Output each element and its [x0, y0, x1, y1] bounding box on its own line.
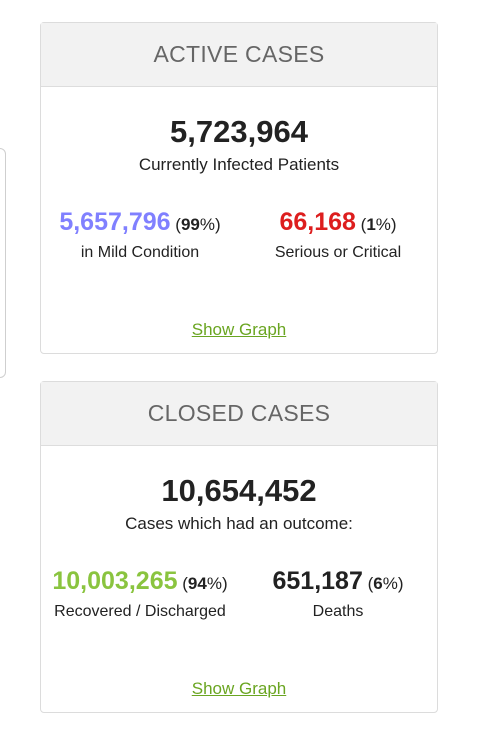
recovered-pct: 94	[187, 574, 207, 593]
recovered-stat: 10,003,265 (94%) Recovered / Discharged	[41, 567, 239, 621]
active-cases-breakdown: 5,657,796 (99%) in Mild Condition 66,168…	[41, 208, 437, 262]
closed-show-graph-link[interactable]: Show Graph	[191, 679, 287, 698]
active-cases-caption: Currently Infected Patients	[138, 155, 340, 174]
closed-cases-header: CLOSED CASES	[41, 382, 437, 446]
closed-cases-total: 10,654,452	[161, 473, 317, 508]
serious-condition-stat: 66,168 (1%) Serious or Critical	[239, 208, 437, 262]
deaths-pct-open: (	[367, 574, 374, 593]
closed-cases-caption: Cases which had an outcome:	[125, 514, 353, 533]
recovered-pct-open: (	[182, 574, 188, 593]
serious-count: 66,168	[279, 208, 356, 236]
active-cases-total: 5,723,964	[170, 114, 308, 149]
closed-cases-card: CLOSED CASES 10,654,452 Cases which had …	[40, 381, 438, 713]
mild-count: 5,657,796	[59, 208, 171, 236]
deaths-caption: Deaths	[312, 603, 364, 620]
recovered-pct-close: %)	[206, 574, 228, 593]
mild-caption: in Mild Condition	[80, 244, 200, 261]
mild-pct-close: %)	[199, 215, 221, 234]
serious-pct: 1	[366, 215, 376, 234]
serious-pct-close: %)	[375, 215, 397, 234]
active-show-graph-link[interactable]: Show Graph	[191, 320, 287, 339]
deaths-pct: 6	[373, 574, 383, 593]
mild-pct: 99	[180, 215, 200, 234]
mild-condition-stat: 5,657,796 (99%) in Mild Condition	[41, 208, 239, 262]
deaths-pct-close: %)	[382, 574, 404, 593]
closed-cases-breakdown: 10,003,265 (94%) Recovered / Discharged …	[41, 567, 437, 621]
active-cases-card: ACTIVE CASES 5,723,964 Currently Infecte…	[40, 22, 438, 354]
deaths-count: 651,187	[272, 567, 363, 595]
serious-caption: Serious or Critical	[274, 244, 402, 261]
recovered-caption: Recovered / Discharged	[54, 603, 226, 620]
recovered-count: 10,003,265	[52, 567, 178, 595]
active-cases-header: ACTIVE CASES	[41, 23, 437, 87]
serious-pct-open: (	[360, 215, 367, 234]
mild-pct-open: (	[175, 215, 181, 234]
side-panel-edge	[0, 148, 6, 378]
deaths-stat: 651,187 (6%) Deaths	[239, 567, 437, 621]
